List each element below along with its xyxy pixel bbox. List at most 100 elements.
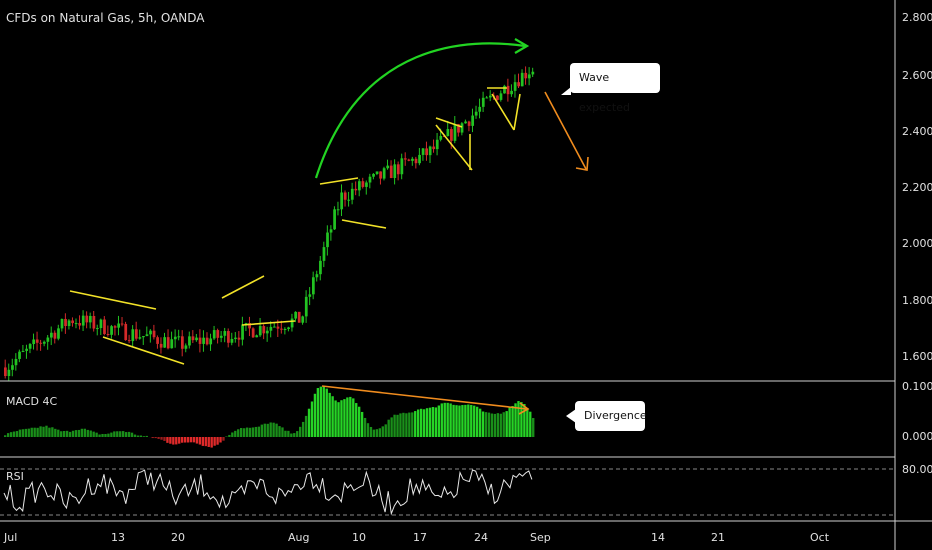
candle-body [333, 209, 336, 230]
macd-bar [210, 437, 213, 448]
macd-bar [440, 403, 443, 437]
macd-bar [408, 412, 411, 437]
divergence-line [321, 385, 528, 410]
price-candles [4, 66, 535, 381]
candle-body [365, 182, 368, 187]
macd-bar [290, 433, 293, 437]
macd-bar [101, 433, 104, 437]
candle-body [103, 319, 106, 335]
macd-bar [384, 424, 387, 437]
candle-body [354, 188, 358, 191]
candle-body [198, 337, 202, 344]
macd-bar [446, 402, 449, 437]
date-tick: 20 [171, 531, 185, 544]
candle-body [195, 337, 198, 341]
candle-body [212, 330, 216, 339]
candle-body [227, 331, 230, 343]
flag-lower-line [241, 320, 296, 326]
candle-body [517, 82, 521, 87]
macd-bar [95, 432, 98, 437]
candle-body [127, 340, 131, 342]
candle-body [407, 159, 411, 161]
candle-body [273, 326, 276, 328]
macd-bar [248, 427, 252, 437]
macd-bar [349, 396, 352, 437]
macd-bar [130, 432, 134, 437]
macd-bar [414, 411, 417, 437]
price-tick: 2.200 [902, 181, 932, 194]
candle-body [110, 326, 113, 335]
candle-body [481, 97, 485, 107]
macd-tick: 0.000 [902, 430, 932, 443]
candle-body [152, 330, 156, 338]
candle-body [234, 337, 237, 339]
macd-bar [86, 429, 89, 437]
candle-body [124, 323, 128, 341]
macd-bar [175, 437, 178, 445]
flag2-lower-line [341, 219, 387, 229]
divergence-callout[interactable]: Divergence [566, 401, 647, 431]
macd-bar [9, 432, 13, 437]
macd-bar [142, 436, 145, 437]
macd-bar [36, 427, 39, 437]
candle-body [71, 320, 74, 324]
rsi-line [3, 469, 533, 516]
candle-body [223, 331, 227, 336]
macd-bar [189, 437, 193, 443]
candle-body [520, 72, 524, 87]
date-tick: 10 [352, 531, 366, 544]
macd-bar [269, 422, 272, 437]
macd-bar [12, 431, 16, 437]
candle-body [350, 188, 354, 200]
macd-bar [296, 431, 299, 437]
macd-bar [449, 403, 452, 437]
price-tick: 2.600 [902, 69, 932, 82]
macd-bar [166, 437, 169, 443]
candle-body [418, 154, 421, 164]
macd-bar [65, 430, 69, 437]
macd-label[interactable]: MACD 4C [6, 395, 58, 408]
wave-expected-callout[interactable]: Wave expected [561, 63, 660, 114]
macd-bar [490, 413, 494, 437]
candle-body [18, 351, 21, 359]
candle-body [120, 323, 124, 325]
candle-body [453, 124, 457, 141]
macd-bar [272, 422, 275, 437]
candle-body [35, 339, 39, 343]
macd-bar [157, 437, 160, 439]
macd-bar [393, 414, 396, 437]
date-tick: 17 [413, 531, 427, 544]
macd-bar [251, 427, 255, 437]
flag2-upper-line [319, 177, 359, 185]
macd-bar [381, 426, 384, 437]
price-tick: 2.000 [902, 237, 932, 250]
date-tick: Jul [4, 531, 18, 544]
candle-body [499, 93, 503, 100]
candle-body [308, 294, 312, 297]
candle-body [181, 336, 184, 349]
candle-body [329, 229, 333, 233]
candle-body [202, 337, 205, 344]
macd-bar [470, 404, 473, 437]
macd-bar [222, 437, 225, 441]
macd-bar [322, 385, 325, 437]
candle-body [304, 296, 308, 317]
candle-body [142, 336, 145, 338]
rsi-label[interactable]: RSI [6, 470, 24, 483]
candle-body [287, 327, 290, 330]
macd-bar [63, 430, 66, 437]
macd-bar [68, 431, 72, 437]
macd-bar [30, 427, 33, 437]
candle-body [457, 124, 460, 133]
macd-bar [419, 408, 423, 437]
macd-bar [98, 434, 101, 437]
price-tick: 2.400 [902, 125, 932, 138]
macd-bar [514, 403, 517, 437]
macd-bar [24, 428, 27, 437]
macd-bar [355, 403, 358, 437]
candle-body [25, 348, 28, 351]
macd-bar [417, 409, 420, 437]
wedge1-upper-line [435, 117, 463, 128]
macd-bar [39, 426, 42, 437]
